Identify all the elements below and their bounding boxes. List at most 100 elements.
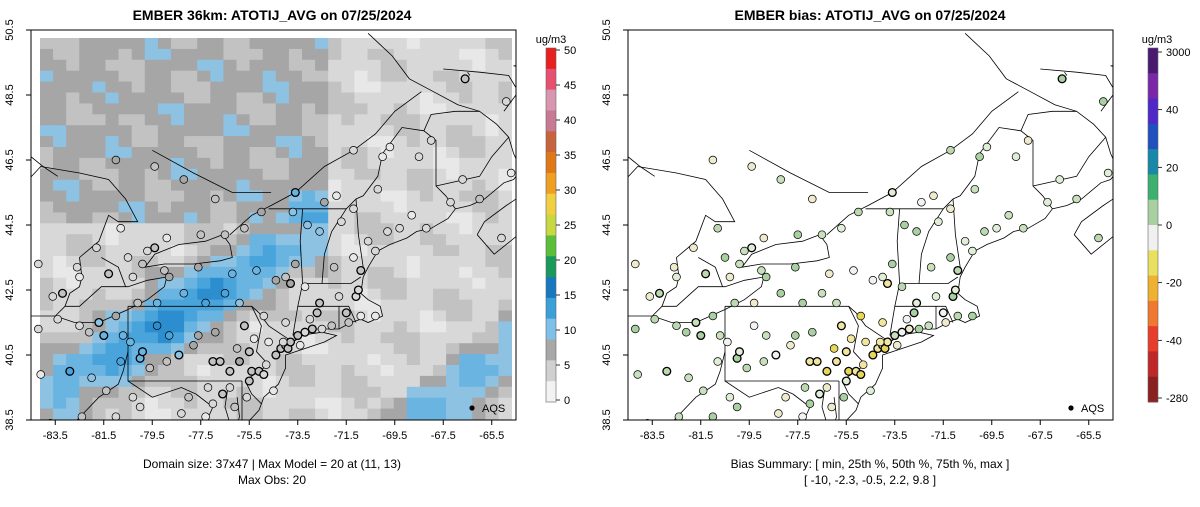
right-map-boundary-line [698, 257, 723, 287]
left-station-marker [201, 412, 210, 420]
left-model-grid-cell [275, 147, 290, 159]
left-model-grid-cell [354, 299, 368, 311]
left-model-grid-cell [249, 321, 264, 333]
left-map-boundary-line [241, 381, 259, 420]
left-model-grid-cell [131, 408, 146, 420]
left-model-grid-cell [315, 310, 329, 322]
left-model-grid-cell [157, 288, 172, 300]
left-model-grid-cell [288, 321, 303, 333]
left-model-grid-cell [157, 212, 172, 224]
left-map-boundary-line [101, 257, 126, 287]
left-model-grid-cell [275, 299, 290, 311]
left-model-grid-cell [354, 157, 368, 170]
left-model-grid-cell [328, 92, 342, 104]
left-model-grid-cell [223, 343, 237, 355]
left-model-grid-cell [380, 332, 395, 344]
left-model-grid-cell [171, 147, 185, 159]
left-model-grid-cell [341, 234, 355, 246]
left-model-grid-cell [485, 59, 499, 72]
left-model-grid-cell [171, 375, 185, 388]
left-model-grid-cell [315, 157, 329, 170]
left-model-grid-cell [433, 103, 447, 115]
left-model-grid-cell [157, 157, 172, 170]
left-model-grid-cell [419, 136, 434, 148]
left-model-grid-cell [236, 408, 250, 420]
left-model-grid-cell [105, 223, 119, 235]
left-station-marker [426, 136, 436, 145]
left-colorbar-swatch [546, 152, 556, 174]
left-model-grid-cell [79, 157, 93, 170]
left-model-grid-cell [92, 70, 106, 82]
left-model-grid-cell [197, 136, 211, 148]
left-model-grid-cell [446, 266, 460, 279]
right-station-marker [892, 341, 902, 350]
left-model-grid-cell [446, 70, 460, 82]
left-station-marker [164, 272, 174, 282]
left-model-grid-cell [288, 81, 303, 93]
left-model-grid-cell [472, 81, 486, 93]
left-model-grid-cell [302, 299, 316, 311]
left-model-grid-cell [406, 266, 421, 279]
left-model-grid-cell [144, 48, 159, 61]
left-model-grid-cell [210, 375, 224, 388]
left-model-grid-cell [105, 59, 119, 72]
left-model-grid-cell [380, 179, 395, 191]
right-station-marker [674, 412, 684, 420]
left-model-grid-cell [40, 223, 54, 235]
left-model-grid-cell [406, 245, 421, 257]
left-model-grid-cell [472, 321, 486, 333]
left-model-grid-cell [118, 125, 133, 137]
left-model-grid-cell [472, 310, 486, 322]
left-model-grid-cell [302, 343, 316, 355]
left-model-grid-cell [275, 168, 290, 181]
left-model-grid-cell [328, 223, 342, 235]
left-model-grid-cell [446, 125, 460, 137]
left-model-grid-cell [341, 256, 355, 268]
left-model-grid-cell [171, 212, 185, 224]
left-colorbar-swatch [546, 193, 556, 216]
left-model-grid-cell [498, 365, 512, 377]
right-station-marker [992, 224, 1001, 233]
left-model-grid-cell [341, 179, 355, 191]
right-legend-label: AQS [1081, 403, 1104, 415]
left-model-grid-cell [393, 386, 408, 399]
right-station-marker [1043, 197, 1052, 207]
left-model-grid-cell [446, 92, 460, 104]
left-model-grid-cell [341, 354, 355, 366]
left-model-grid-cell [184, 256, 198, 268]
right-xtick-label: -67.5 [1028, 430, 1053, 442]
left-model-grid-cell [92, 408, 106, 420]
right-station-marker [654, 288, 665, 298]
left-model-grid-cell [275, 408, 290, 420]
left-model-grid-cell [419, 277, 434, 290]
left-station-marker [101, 386, 111, 396]
left-model-grid-cell [92, 310, 106, 322]
left-model-grid-cell [354, 70, 368, 82]
right-station-marker [713, 357, 722, 366]
left-model-grid-cell [328, 245, 342, 257]
left-model-grid-cell [302, 168, 316, 181]
right-x-axis: -83.5 -81.5 -79.5 -77.5 -75.5 -73.5 -71.5 -69.5… [640, 420, 1101, 442]
left-model-grid-cell [380, 136, 395, 148]
left-model-grid-cell [131, 92, 146, 104]
left-model-grid-cell [53, 81, 67, 93]
left-model-grid-cell [157, 245, 172, 257]
right-station-marker [723, 337, 732, 347]
left-ytick-label: 50.5 [4, 19, 16, 40]
left-model-grid-cell [472, 266, 486, 279]
left-model-grid-cell [223, 332, 237, 344]
left-model-grid-cell [341, 408, 355, 420]
left-model-grid-cell [406, 48, 421, 61]
left-model-grid-cell [53, 354, 67, 366]
left-model-grid-cell [459, 38, 473, 50]
left-model-grid-cell [144, 288, 159, 300]
left-model-grid-cell [485, 114, 499, 126]
left-model-grid-cell [472, 277, 486, 290]
left-station-marker [349, 146, 358, 155]
left-model-grid-cell [66, 375, 80, 388]
left-station-marker [502, 97, 511, 106]
left-model-grid-cell [223, 288, 237, 300]
left-model-grid-cell [393, 190, 408, 202]
right-station-marker [904, 324, 914, 334]
left-model-grid-cell [92, 375, 106, 388]
